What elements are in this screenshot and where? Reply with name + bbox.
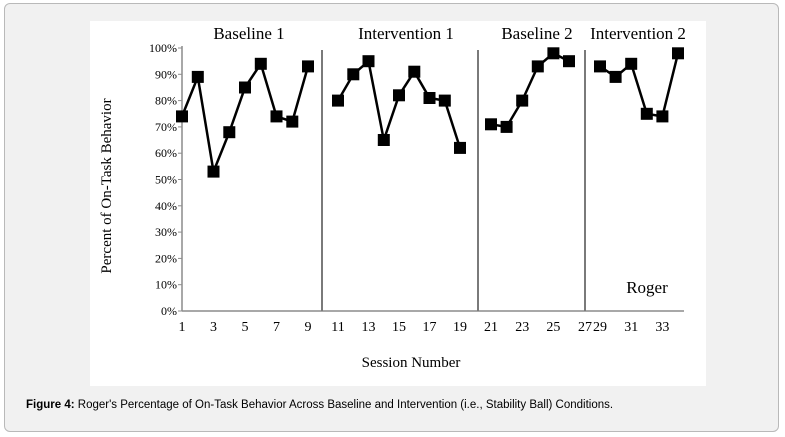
x-tick-label: 27 [578,320,592,335]
data-point [223,126,236,139]
x-tick-label: 1 [179,320,186,335]
figure-caption: Figure 4: Roger's Percentage of On-Task … [26,399,766,411]
y-tick-label: 40% [155,199,177,213]
data-point [191,70,204,83]
data-point [423,92,436,104]
x-tick-label: 15 [392,320,406,335]
y-tick-label: 100% [149,41,177,55]
data-point [516,94,529,107]
y-tick-label: 70% [155,120,177,134]
data-point [609,70,622,83]
data-point [594,60,606,73]
phase-title: Intervention 2 [590,24,686,43]
phase-title: Intervention 1 [358,24,454,43]
data-point [332,94,344,107]
x-tick-label: 3 [210,320,217,335]
chart-labels: Percent of On-Task Behavior Session Numb… [99,98,668,371]
data-point [531,60,544,73]
axes: 0% 10% 20% 30% 40% 50% 60% 70% 80% 90% 100% Baselin… [149,24,686,335]
data-point [485,118,497,131]
y-tick-label: 50% [155,173,177,187]
data-point [640,107,653,120]
data-point [362,55,375,68]
data-point [408,65,421,78]
data-series [176,47,684,178]
data-point [239,81,251,94]
x-tick-label: 11 [331,320,344,335]
x-tick-label: 17 [423,320,437,335]
x-tick-label: 29 [593,320,607,335]
data-point [347,68,360,81]
x-tick-label: 13 [362,320,376,335]
series-line [599,52,680,118]
phase-title: Baseline 2 [501,24,572,43]
data-point [270,110,283,123]
x-tick-label: 31 [624,320,638,335]
caption-text: Roger's Percentage of On-Task Behavior A… [74,399,614,411]
y-axis-label: Percent of On-Task Behavior [99,98,115,273]
y-tick-label: 20% [155,251,177,265]
data-point [500,120,513,133]
x-tick-label: 21 [484,320,498,335]
data-point [377,134,390,146]
x-tick-label: 7 [273,320,280,335]
caption-label: Figure 4: [26,399,75,411]
data-point [454,141,466,154]
x-tick-label: 5 [242,320,249,335]
data-point [254,57,267,70]
x-tick-label: 19 [453,320,467,335]
data-point [438,94,451,107]
x-tick-label: 9 [305,320,312,335]
data-point [563,55,575,68]
x-tick-label: 23 [515,320,529,335]
y-tick-label: 0% [161,304,177,318]
x-tick-label: 33 [655,320,669,335]
x-axis-label: Session Number [362,355,461,371]
data-point [286,115,299,128]
data-point [302,60,314,73]
y-tick-label: 80% [155,94,177,108]
y-tick-label: 90% [155,67,177,81]
phase-change-lines [321,50,586,311]
data-point [672,47,684,60]
data-point [625,57,638,70]
y-tick-label: 10% [155,278,177,292]
series-line [490,51,570,129]
phase-title: Baseline 1 [213,24,284,43]
data-point [207,165,220,178]
y-tick-label: 60% [155,146,177,160]
y-tick-label: 30% [155,225,177,239]
data-point [547,47,560,60]
data-point [176,110,188,123]
participant-annotation: Roger [626,278,668,297]
data-point [656,110,669,123]
x-tick-label: 25 [546,320,560,335]
data-point [393,89,405,102]
